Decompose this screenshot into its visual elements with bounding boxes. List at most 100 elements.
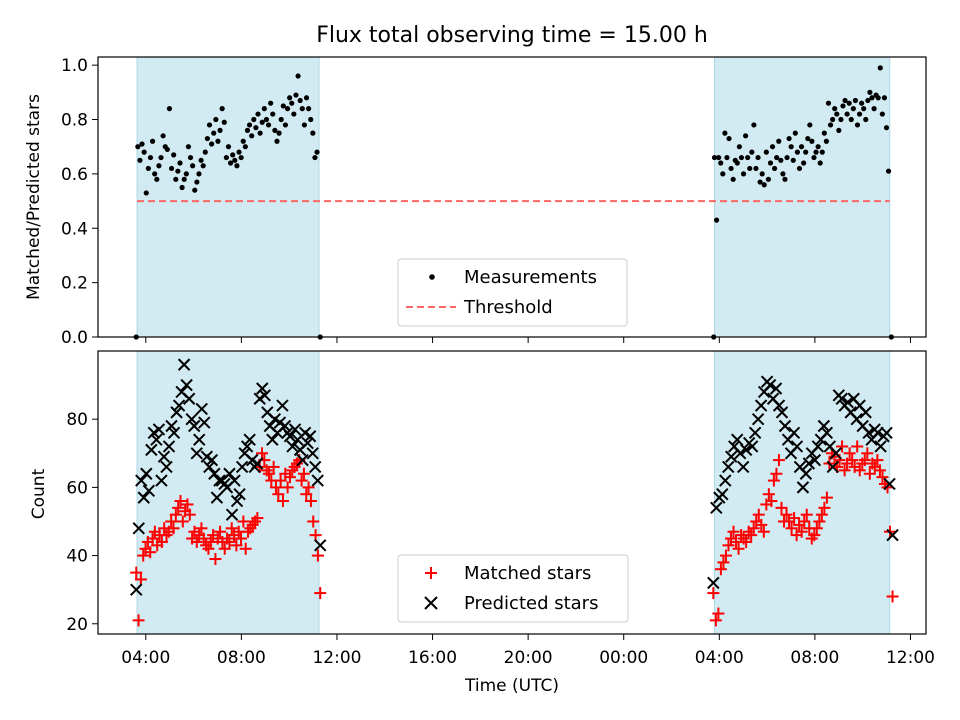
measurement-point [158, 154, 164, 161]
predicted-star-point [135, 474, 148, 487]
matched-star-point [137, 549, 150, 562]
observing-span [136, 56, 320, 338]
matched-star-point [172, 501, 185, 514]
predicted-star-point [716, 487, 729, 501]
predicted-star-point [835, 392, 848, 405]
measurement-point [192, 187, 198, 193]
measurement-point [749, 149, 755, 155]
measurement-point [718, 160, 724, 166]
predicted-star-point [826, 460, 840, 474]
x-tick-label: 16:00 [408, 648, 457, 668]
predicted-star-point [251, 457, 264, 470]
matched-star-point [709, 614, 722, 627]
predicted-star-point [880, 426, 893, 440]
measurement-point [312, 154, 318, 161]
ratio-panel-frame [97, 56, 927, 338]
matched-star-point [307, 515, 320, 528]
measurement-point [236, 149, 242, 155]
ratio-x-ticks [145, 337, 911, 343]
x-tick-label: 04:00 [121, 648, 170, 668]
matched-star-point [155, 535, 168, 548]
measurement-point [270, 111, 276, 117]
matched-star-point [269, 481, 282, 494]
matched-star-point [309, 529, 322, 542]
measurement-point [772, 165, 778, 172]
measurement-point [261, 106, 267, 112]
measurement-point [299, 106, 305, 112]
measurement-point [711, 154, 718, 161]
matched-star-point [765, 495, 778, 508]
matched-star-point [256, 447, 269, 460]
matched-star-point [225, 522, 238, 535]
measurement-point [168, 165, 175, 172]
matched-star-point [770, 467, 783, 480]
measurement-point [259, 119, 265, 125]
matched-star-point [775, 501, 788, 514]
matched-star-point [772, 454, 785, 467]
matched-star-point [780, 508, 793, 521]
x-tick-label: 12:00 [312, 648, 361, 668]
matched-star-point [755, 518, 768, 531]
matched-star-point [767, 474, 780, 487]
predicted-star-point [160, 460, 173, 474]
predicted-star-point [306, 447, 319, 460]
matched-star-point [712, 607, 725, 620]
matched-star-point [795, 525, 808, 538]
matched-star-point [745, 529, 758, 542]
predicted-star-point [883, 477, 896, 491]
measurement-point [838, 116, 844, 123]
predicted-star-point [205, 453, 219, 467]
measurement-point [875, 95, 881, 101]
measurement-point [306, 106, 312, 112]
measurement-point [850, 106, 856, 112]
predicted-star-point [225, 508, 239, 521]
legend-measurements-marker [429, 274, 435, 280]
measurement-point [827, 122, 834, 128]
measurement-point [308, 116, 314, 123]
measurement-point [885, 168, 892, 174]
matched-star-point [146, 532, 159, 545]
measurement-point [206, 122, 213, 128]
matched-star-point [851, 440, 864, 453]
measurement-point [181, 176, 187, 182]
matched-star-point [311, 549, 324, 562]
measurement-point [757, 179, 763, 185]
measurement-point [141, 149, 147, 155]
measurement-point [788, 144, 794, 150]
matched-star-point [167, 522, 180, 535]
matched-star-point [785, 522, 798, 535]
measurement-point [255, 111, 261, 117]
measurement-point [813, 149, 819, 155]
measurement-point [842, 97, 848, 104]
predicted-star-point [859, 406, 872, 419]
matched-star-point [235, 532, 248, 545]
measurement-point [274, 138, 280, 144]
predicted-star-point [266, 433, 279, 446]
measurement-point [747, 165, 753, 172]
measurement-point [219, 106, 225, 112]
matched-star-point [274, 474, 287, 487]
count-x-axis: 04:00 08:00 12:00 16:00 20:00 00:00 04:00 08:00… [121, 634, 935, 668]
predicted-star-point [811, 440, 825, 453]
predicted-star-point [874, 440, 887, 453]
measurement-point [217, 127, 223, 133]
matched-star-point [722, 539, 735, 552]
measurement-point [179, 184, 185, 191]
measurement-point [755, 154, 761, 161]
count-panel-frame [97, 350, 927, 635]
predicted-star-point [162, 440, 176, 453]
measurement-point [152, 171, 158, 177]
matched-star-point [871, 454, 884, 467]
matched-star-point [283, 471, 296, 484]
y-tick-label: 1.0 [61, 56, 88, 76]
y-tick-label: 80 [66, 410, 88, 430]
measurement-point [745, 154, 751, 161]
matched-star-point [719, 549, 732, 562]
measurement-point [244, 127, 251, 133]
predicted-star-point [772, 399, 786, 412]
matched-star-point [281, 481, 294, 494]
measurement-point [135, 144, 141, 150]
predicted-star-point [799, 467, 813, 480]
predicted-star-point [311, 474, 324, 487]
predicted-star-point [276, 399, 289, 412]
